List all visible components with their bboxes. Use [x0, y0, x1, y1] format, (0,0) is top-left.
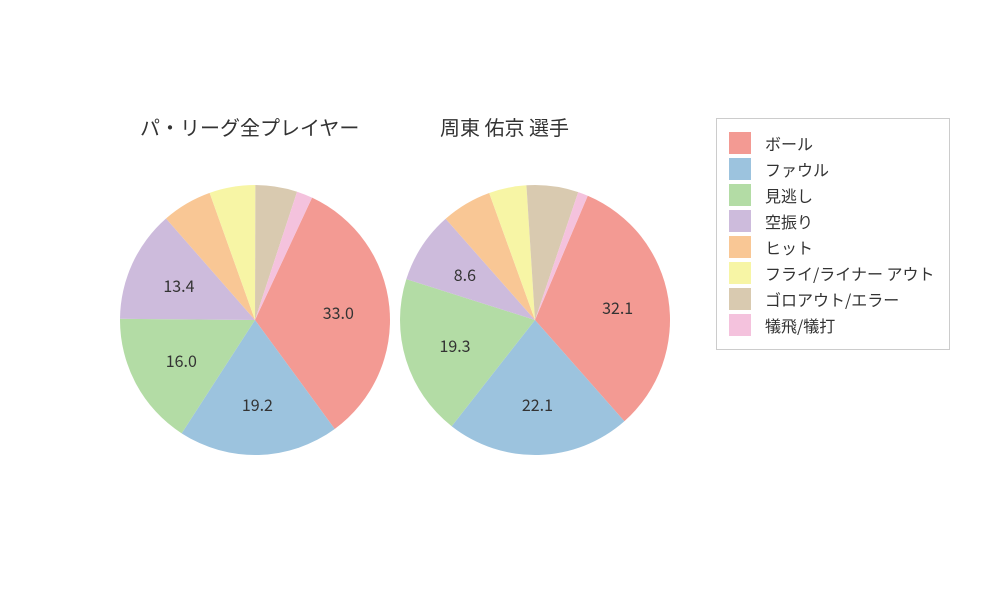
pie-container-league	[118, 183, 392, 457]
legend: ボールファウル見逃し空振りヒットフライ/ライナー アウトゴロアウト/エラー犠飛/…	[716, 118, 950, 350]
legend-item-foul: ファウル	[729, 157, 935, 181]
legend-item-ground: ゴロアウト/エラー	[729, 287, 935, 311]
legend-label-fly: フライ/ライナー アウト	[765, 261, 935, 285]
legend-label-hit: ヒット	[765, 235, 813, 259]
pie-container-player	[398, 183, 672, 457]
legend-label-sac: 犠飛/犠打	[765, 313, 835, 337]
legend-label-swing: 空振り	[765, 209, 813, 233]
legend-swatch-looking	[729, 184, 751, 206]
legend-swatch-sac	[729, 314, 751, 336]
legend-label-looking: 見逃し	[765, 183, 813, 207]
legend-swatch-swing	[729, 210, 751, 232]
legend-item-ball: ボール	[729, 131, 935, 155]
legend-swatch-fly	[729, 262, 751, 284]
legend-item-fly: フライ/ライナー アウト	[729, 261, 935, 285]
legend-item-swing: 空振り	[729, 209, 935, 233]
legend-swatch-ball	[729, 132, 751, 154]
legend-swatch-foul	[729, 158, 751, 180]
legend-label-ball: ボール	[765, 131, 813, 155]
legend-item-looking: 見逃し	[729, 183, 935, 207]
legend-label-foul: ファウル	[765, 157, 829, 181]
legend-label-ground: ゴロアウト/エラー	[765, 287, 899, 311]
pie-league	[118, 183, 392, 457]
chart-stage: パ・リーグ全プレイヤー33.019.216.013.4周東 佑京 選手32.12…	[0, 0, 1000, 600]
chart-title-league: パ・リーグ全プレイヤー	[140, 112, 359, 141]
legend-swatch-ground	[729, 288, 751, 310]
legend-item-hit: ヒット	[729, 235, 935, 259]
chart-title-player: 周東 佑京 選手	[440, 112, 569, 141]
pie-player	[398, 183, 672, 457]
legend-item-sac: 犠飛/犠打	[729, 313, 935, 337]
legend-swatch-hit	[729, 236, 751, 258]
